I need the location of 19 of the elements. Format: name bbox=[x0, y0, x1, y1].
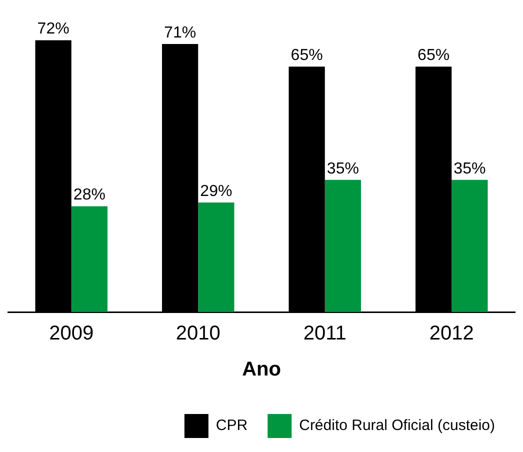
bar bbox=[324, 180, 361, 312]
bar bbox=[452, 180, 488, 312]
legend-label: Crédito Rural Oficial (custeio) bbox=[299, 417, 496, 434]
data-label: 65% bbox=[290, 47, 323, 64]
data-label: 71% bbox=[164, 24, 196, 42]
x-tick-label: 2011 bbox=[303, 322, 346, 345]
data-label: 72% bbox=[37, 20, 70, 38]
x-axis-title: Ano bbox=[242, 358, 281, 381]
data-label: 35% bbox=[326, 160, 359, 178]
data-label: 35% bbox=[454, 160, 486, 178]
x-tick-label: 2010 bbox=[176, 322, 220, 345]
data-label: 29% bbox=[200, 182, 232, 200]
x-tick-label: 2012 bbox=[429, 322, 474, 345]
data-label: 65% bbox=[418, 47, 450, 64]
bar bbox=[198, 202, 234, 312]
bar bbox=[71, 206, 108, 312]
legend-label: CPR bbox=[216, 417, 248, 434]
data-label: 28% bbox=[73, 186, 106, 204]
x-tick-label: 2009 bbox=[49, 322, 94, 345]
